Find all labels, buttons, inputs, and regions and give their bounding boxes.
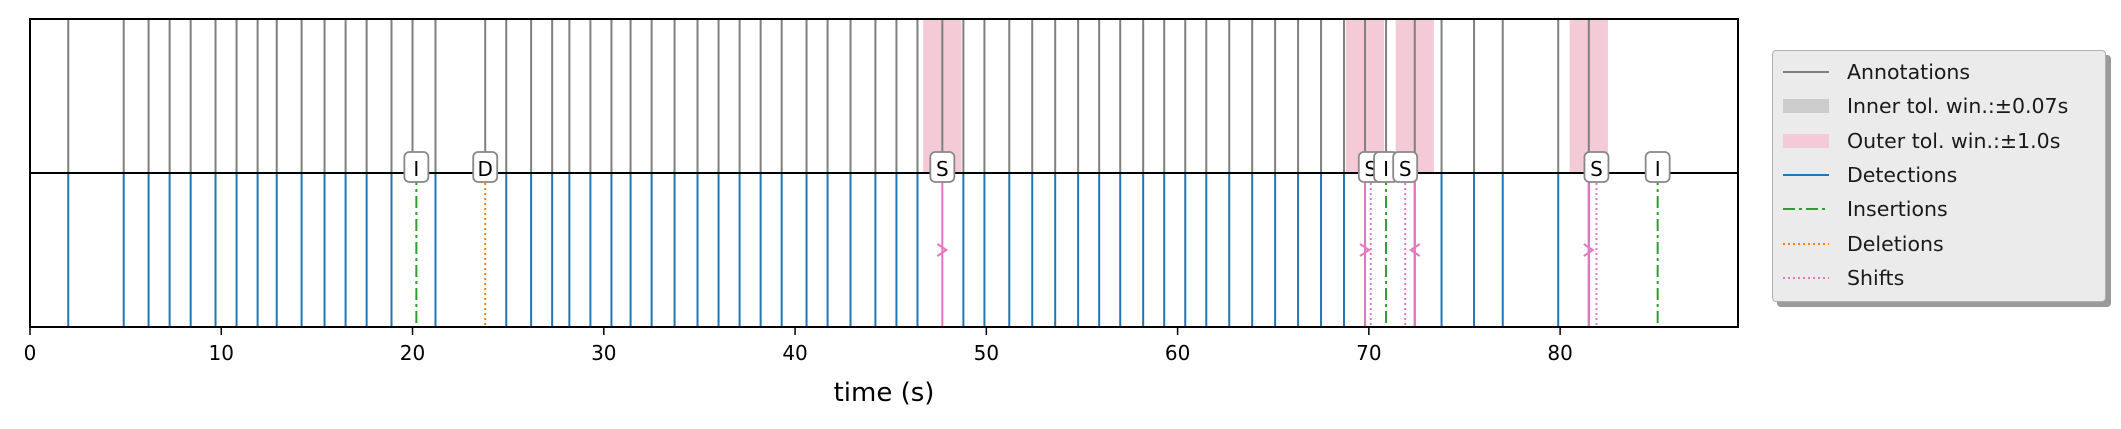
legend-swatch-insertions: [1783, 208, 1829, 211]
marker-box-0: [403, 151, 430, 183]
x-axis-label: time (s): [833, 378, 935, 408]
x-tick-label-2: 20: [400, 341, 425, 365]
legend-swatch-detections: [1783, 174, 1829, 177]
legend-label-shifts: Shifts: [1847, 265, 1905, 290]
x-tick-label-7: 70: [1356, 341, 1381, 365]
marker-box-1: [472, 151, 499, 183]
x-tick-label-3: 30: [591, 341, 616, 365]
shift-arrow-0: [936, 243, 949, 257]
shift-arrow-1: [1359, 243, 1371, 257]
shift-arrow-3: [1583, 243, 1595, 257]
legend-swatch-deletions: [1783, 242, 1829, 245]
detection-lines: [67, 173, 1590, 327]
marker-label-6: S: [1590, 157, 1603, 181]
legend-item-inner: Inner tol. win.:±0.07s: [1773, 89, 2105, 123]
plot-frame: [29, 18, 1739, 328]
legend-label-deletions: Deletions: [1847, 231, 1944, 256]
legend-item-outer: Outer tol. win.:±1.0s: [1773, 124, 2105, 158]
legend-item-detections: Detections: [1773, 158, 2105, 192]
legend-label-detections: Detections: [1847, 163, 1958, 188]
x-tick-label-1: 10: [209, 341, 234, 365]
marker-box-5: [1392, 151, 1419, 183]
shift-arrow-2: [1408, 243, 1421, 257]
legend-swatch-annotations: [1783, 71, 1829, 74]
annotation-lines: [67, 19, 1590, 173]
legend-label-outer: Outer tol. win.:±1.0s: [1847, 128, 2061, 153]
marker-label-0: I: [413, 157, 419, 181]
legend-swatch-outer: [1783, 133, 1829, 148]
axes: [29, 18, 1739, 328]
legend-label-insertions: Insertions: [1847, 197, 1948, 222]
legend-swatch-inner: [1783, 99, 1829, 114]
legend-item-insertions: Insertions: [1773, 192, 2105, 226]
legend-item-annotations: Annotations: [1773, 55, 2105, 89]
legend: Annotations Inner tol. win.:±0.07s Outer t…: [1772, 50, 2106, 302]
x-tick-label-8: 80: [1547, 341, 1572, 365]
error-lines: [415, 173, 1659, 327]
marker-box-2: [929, 151, 956, 183]
legend-item-deletions: Deletions: [1773, 226, 2105, 260]
x-ticks: 0 10 20 30 40 50 60 70 80: [24, 327, 1573, 365]
legend-label-annotations: Annotations: [1847, 60, 1971, 85]
legend-label-inner: Inner tol. win.:±0.07s: [1847, 94, 2069, 119]
x-tick-label-6: 60: [1165, 341, 1190, 365]
marker-box-7: [1644, 151, 1671, 183]
marker-box-6: [1583, 151, 1610, 183]
marker-label-5: S: [1399, 157, 1412, 181]
x-tick-label-4: 40: [782, 341, 807, 365]
legend-item-shifts: Shifts: [1773, 261, 2105, 295]
marker-label-1: D: [478, 157, 493, 181]
x-tick-label-5: 50: [974, 341, 999, 365]
legend-swatch-shifts: [1783, 276, 1829, 279]
marker-label-7: I: [1655, 157, 1661, 181]
shift-arrows: [936, 243, 1595, 257]
x-tick-label-0: 0: [24, 341, 37, 365]
marker-label-2: S: [936, 157, 949, 181]
outer-tolerance-windows: [923, 19, 1608, 173]
marker-label-4: I: [1383, 157, 1389, 181]
